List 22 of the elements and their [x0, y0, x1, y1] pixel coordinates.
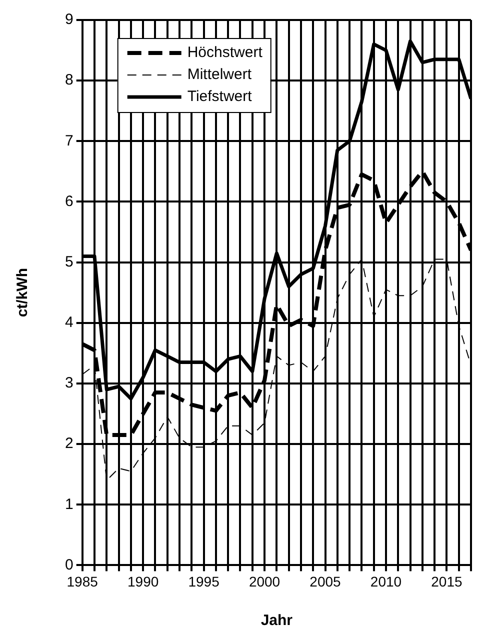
x-tick-label: 1995: [188, 573, 220, 590]
x-tick-label: 2015: [431, 573, 462, 590]
y-tick-label: 0: [65, 556, 74, 574]
x-tick-label: 2010: [370, 573, 402, 590]
y-tick-label: 8: [65, 72, 74, 89]
legend-label: Tiefstwert: [187, 88, 253, 106]
x-tick-label: 2005: [310, 573, 342, 590]
x-tick-label: 1985: [66, 573, 98, 590]
legend-label: Mittelwert: [187, 66, 252, 84]
x-tick-label: 1990: [127, 573, 159, 590]
x-tick-label: 2000: [248, 573, 280, 590]
y-tick-label: 7: [65, 132, 74, 150]
y-tick-label: 9: [65, 11, 74, 28]
y-axis-title: ct/kWh: [14, 268, 32, 318]
y-tick-label: 2: [65, 435, 74, 452]
y-tick-label: 1: [65, 496, 74, 513]
x-axis-title: Jahr: [260, 612, 293, 630]
y-tick-label: 4: [65, 314, 74, 332]
y-tick-label: 3: [65, 374, 74, 392]
y-tick-label: 6: [65, 192, 74, 210]
legend-label: Höchstwert: [187, 44, 264, 62]
y-tick-label: 5: [65, 253, 74, 270]
